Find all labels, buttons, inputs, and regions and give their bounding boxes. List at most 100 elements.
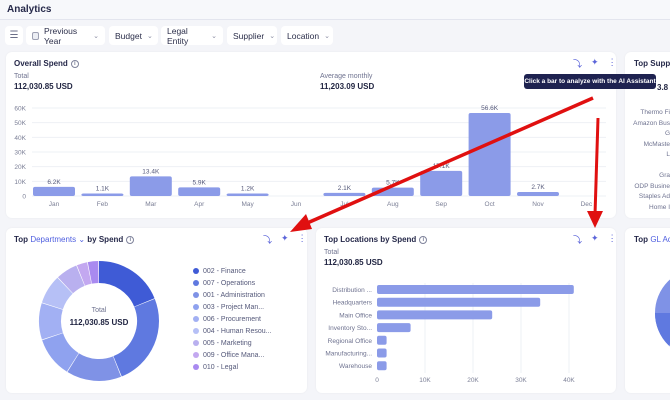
legend: 002 - Finance 007 - Operations 001 - Admin… bbox=[193, 265, 271, 373]
bar-location[interactable] bbox=[377, 285, 574, 294]
data-label: 17.1K bbox=[433, 163, 451, 170]
filter-budget[interactable]: Budget ⌄ bbox=[109, 26, 158, 45]
ai-sparkle-icon[interactable]: ✦ bbox=[591, 233, 599, 243]
legend-swatch bbox=[193, 268, 199, 274]
x-tick-label: Apr bbox=[194, 201, 205, 208]
y-tick-label: Manufacturing... bbox=[325, 351, 372, 358]
filter-label: Supplier bbox=[233, 30, 265, 41]
total-label: Total bbox=[14, 73, 29, 80]
bar-may[interactable] bbox=[226, 193, 269, 197]
y-tick-label: Warehouse bbox=[339, 363, 372, 370]
filter-location[interactable]: Location ⌄ bbox=[281, 26, 333, 45]
drill-down-icon[interactable]: ⤵ bbox=[573, 59, 583, 69]
bar-location[interactable] bbox=[377, 335, 387, 345]
donut-slice[interactable] bbox=[76, 262, 92, 286]
donut-center-label: Total bbox=[91, 307, 107, 314]
bar-apr[interactable] bbox=[178, 187, 221, 196]
donut-slice[interactable] bbox=[39, 303, 64, 340]
bar-oct[interactable] bbox=[468, 112, 511, 196]
dimension-dropdown[interactable]: GL Ac bbox=[650, 235, 670, 244]
bar-sep[interactable] bbox=[420, 170, 463, 196]
more-vertical-icon[interactable]: ⋮ bbox=[607, 57, 617, 67]
supplier-label: Thermo Fi bbox=[640, 109, 670, 116]
bar-location[interactable] bbox=[377, 310, 493, 320]
legend-swatch bbox=[193, 292, 199, 298]
x-tick-label: 10K bbox=[419, 377, 431, 384]
legend-label: 004 - Human Resou... bbox=[203, 327, 272, 335]
ai-sparkle-icon[interactable]: ✦ bbox=[591, 57, 599, 67]
total-value: 112,030.85 USD bbox=[14, 82, 73, 91]
supplier-label: Amazon Bus bbox=[633, 119, 670, 127]
donut-slice[interactable] bbox=[57, 265, 86, 294]
legend-item[interactable]: 002 - Finance bbox=[193, 265, 271, 277]
more-vertical-icon[interactable]: ⋮ bbox=[607, 233, 617, 243]
donut-slice[interactable] bbox=[67, 353, 122, 381]
legend-item[interactable]: 004 - Human Resou... bbox=[193, 325, 271, 337]
total-value: 3.8 bbox=[657, 83, 669, 92]
top-departments-card: Top Departments ⌄ by Spend i ⤵ ✦ ⋮ Total 11… bbox=[6, 228, 307, 393]
legend-swatch bbox=[193, 316, 199, 322]
drill-down-icon[interactable]: ⤵ bbox=[263, 235, 273, 245]
legend-item[interactable]: 001 - Administration bbox=[193, 289, 271, 301]
data-label: 6.2K bbox=[47, 179, 61, 186]
legend-label: 010 - Legal bbox=[203, 363, 239, 371]
legend-item[interactable]: 003 - Project Man... bbox=[193, 301, 271, 313]
chevron-down-icon: ⌄ bbox=[269, 32, 276, 40]
drill-down-icon[interactable]: ⤵ bbox=[573, 235, 583, 245]
tooltip: Click a bar to analyze with the AI Assis… bbox=[524, 74, 656, 89]
legend-item[interactable]: 005 - Marketing bbox=[193, 337, 271, 349]
filter-label: Budget bbox=[115, 30, 142, 41]
bar-aug[interactable] bbox=[371, 187, 414, 196]
x-tick-label: Oct bbox=[485, 201, 495, 208]
dimension-dropdown[interactable]: Departments ⌄ bbox=[30, 235, 86, 244]
donut-slice[interactable] bbox=[41, 277, 74, 310]
y-tick-label: 60K bbox=[14, 106, 26, 113]
filter-date-range[interactable]: Previous Year ⌄ bbox=[26, 26, 105, 46]
legend-swatch bbox=[193, 352, 199, 358]
bar-location[interactable] bbox=[377, 297, 541, 307]
x-tick-label: 20K bbox=[467, 377, 479, 384]
legend-label: 001 - Administration bbox=[203, 291, 265, 299]
bar-location[interactable] bbox=[377, 323, 411, 333]
avg-value: 11,203.09 USD bbox=[320, 82, 375, 91]
legend-swatch bbox=[193, 328, 199, 334]
bar-location[interactable] bbox=[377, 348, 387, 358]
legend-item[interactable]: 010 - Legal bbox=[193, 361, 271, 373]
info-icon[interactable]: i bbox=[70, 59, 79, 68]
more-vertical-icon[interactable]: ⋮ bbox=[297, 233, 307, 243]
info-icon[interactable]: i bbox=[126, 235, 135, 244]
data-label: 2.1K bbox=[338, 185, 352, 192]
filter-settings-button[interactable]: ☰ bbox=[5, 26, 23, 45]
legend-item[interactable]: 007 - Operations bbox=[193, 277, 271, 289]
bar-nov[interactable] bbox=[517, 192, 559, 196]
x-tick-label: 30K bbox=[515, 377, 527, 384]
donut-slice[interactable] bbox=[98, 261, 155, 308]
card-title: Overall Spend i bbox=[14, 59, 79, 68]
legend-item[interactable]: 009 - Office Mana... bbox=[193, 349, 271, 361]
filter-legal-entity[interactable]: Legal Entity ⌄ bbox=[161, 26, 223, 46]
donut-slice[interactable] bbox=[87, 261, 99, 284]
legend-swatch bbox=[193, 304, 199, 310]
legend-swatch bbox=[193, 364, 199, 370]
bar-feb[interactable] bbox=[81, 193, 124, 197]
data-label: 5.7K bbox=[386, 180, 400, 187]
card-title: Top Suppl bbox=[634, 59, 670, 68]
bar-mar[interactable] bbox=[129, 176, 172, 196]
bar-location[interactable] bbox=[377, 361, 387, 371]
bar-jul[interactable] bbox=[323, 192, 366, 196]
bar-jan[interactable] bbox=[33, 186, 75, 196]
legend-label: 003 - Project Man... bbox=[203, 303, 265, 311]
data-label: 5.9K bbox=[193, 179, 207, 186]
filter-supplier[interactable]: Supplier ⌄ bbox=[227, 26, 277, 45]
filter-label: Location bbox=[287, 30, 320, 41]
legend-item[interactable]: 006 - Procurement bbox=[193, 313, 271, 325]
x-tick-label: Nov bbox=[532, 201, 544, 208]
info-icon[interactable]: i bbox=[419, 235, 428, 244]
donut-slice[interactable] bbox=[42, 332, 80, 372]
avg-label: Average monthly bbox=[320, 73, 373, 80]
ai-sparkle-icon[interactable]: ✦ bbox=[281, 233, 289, 243]
donut-slice[interactable] bbox=[112, 298, 159, 377]
card-title: Top Locations by Spend i bbox=[324, 235, 428, 244]
calendar-icon bbox=[32, 31, 40, 40]
data-label: 2.7K bbox=[531, 184, 545, 191]
